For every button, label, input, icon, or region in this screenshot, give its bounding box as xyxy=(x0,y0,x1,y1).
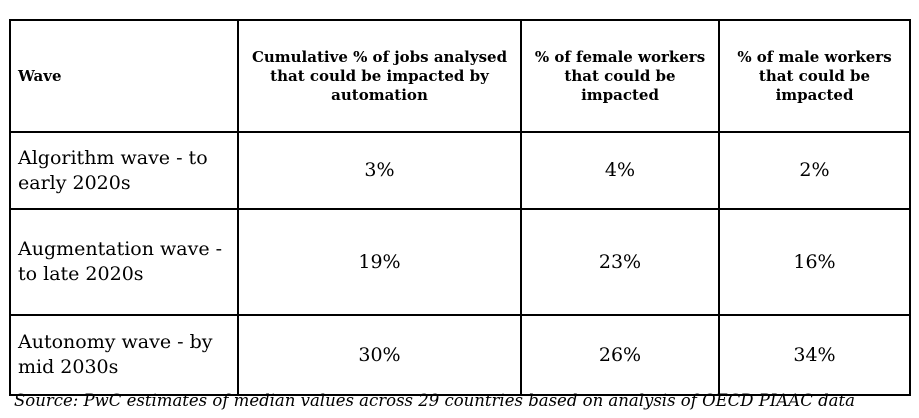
header-male-workers: % of male workers that could be impacted xyxy=(718,19,911,133)
cumulative-jobs-cell: 30% xyxy=(237,314,522,396)
automation-impact-table: Wave Cumulative % of jobs analysed that … xyxy=(9,19,911,396)
wave-name-cell: Augmentation wave - to late 2020s xyxy=(9,208,239,316)
table-row: Autonomy wave - by mid 2030s 30% 26% 34% xyxy=(9,314,911,396)
male-workers-cell: 34% xyxy=(718,314,911,396)
cumulative-jobs-cell: 3% xyxy=(237,131,522,210)
table-header-row: Wave Cumulative % of jobs analysed that … xyxy=(9,19,911,133)
female-workers-cell: 26% xyxy=(520,314,720,396)
male-workers-cell: 2% xyxy=(718,131,911,210)
header-cumulative-jobs: Cumulative % of jobs analysed that could… xyxy=(237,19,522,133)
header-female-workers: % of female workers that could be impact… xyxy=(520,19,720,133)
wave-name-cell: Autonomy wave - by mid 2030s xyxy=(9,314,239,396)
cumulative-jobs-cell: 19% xyxy=(237,208,522,316)
female-workers-cell: 4% xyxy=(520,131,720,210)
table-container: Wave Cumulative % of jobs analysed that … xyxy=(9,19,911,396)
male-workers-cell: 16% xyxy=(718,208,911,316)
source-note: Source: PwC estimates of median values a… xyxy=(14,391,855,410)
table-row: Algorithm wave - to early 2020s 3% 4% 2% xyxy=(9,131,911,210)
header-wave: Wave xyxy=(9,19,239,133)
female-workers-cell: 23% xyxy=(520,208,720,316)
table-row: Augmentation wave - to late 2020s 19% 23… xyxy=(9,208,911,316)
wave-name-cell: Algorithm wave - to early 2020s xyxy=(9,131,239,210)
